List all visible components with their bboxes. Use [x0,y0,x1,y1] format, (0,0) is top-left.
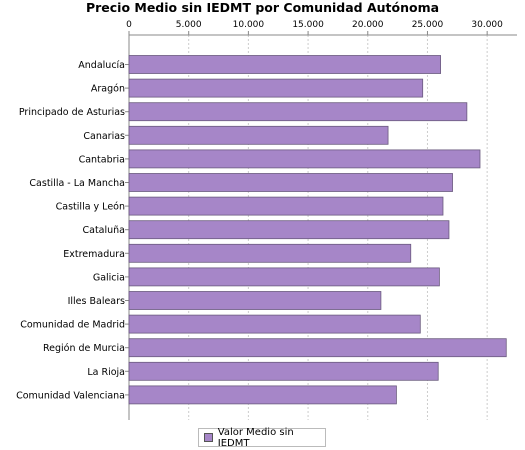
category-label: Principado de Asturias [19,107,125,118]
category-label: La Rioja [87,367,125,378]
chart-title: Precio Medio sin IEDMT por Comunidad Aut… [85,0,440,15]
category-label: Illes Balears [68,296,125,307]
bar [128,291,382,310]
bar [128,196,444,216]
category-label: Comunidad Valenciana [16,390,125,401]
category-labels: Andalucía Aragón Principado de Asturias Can… [16,60,125,401]
x-tick-label: 0 [126,20,132,30]
bar [128,125,389,145]
x-tick-label: 15.000 [292,20,324,30]
legend-swatch [204,433,213,442]
category-label: Comunidad de Madrid [20,320,125,331]
category-label: Aragón [91,84,125,95]
x-tick-label: 5.000 [176,20,202,30]
bar [128,338,507,358]
category-label: Canarias [83,131,125,142]
legend-label: Valor Medio sin IEDMT [217,426,294,449]
bar [128,385,397,405]
bar [128,149,481,169]
category-label: Castilla - La Mancha [29,178,125,189]
bar [128,314,421,334]
bar [128,55,441,74]
category-label: Región de Murcia [43,343,125,354]
bar [128,361,439,381]
legend: Valor Medio sin IEDMT [198,426,326,449]
category-label: Castilla y León [56,202,125,213]
bar [128,243,412,263]
category-label: Galicia [93,272,125,283]
category-label: Extremadura [63,249,125,260]
bar [128,78,424,98]
bars [128,55,507,405]
x-tick-label: 30.000 [471,20,503,30]
bar [128,102,468,122]
bar [128,220,450,240]
x-tick-label: 25.000 [412,20,444,30]
x-tick-label: 10.000 [233,20,265,30]
category-label: Cantabria [79,154,125,165]
x-axis: 0 5.000 10.000 15.000 20.000 25.000 30.000 [125,20,517,420]
bar [128,267,440,287]
x-tick-label: 20.000 [352,20,384,30]
bar [128,173,453,192]
category-label: Cataluña [82,225,125,236]
category-label: Andalucía [78,60,125,71]
